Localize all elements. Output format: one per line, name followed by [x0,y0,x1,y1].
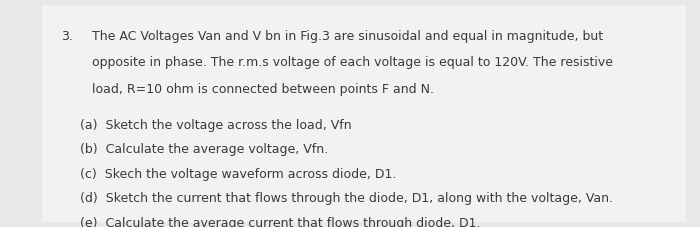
Text: (e)  Calculate the average current that flows through diode, D1.: (e) Calculate the average current that f… [80,217,481,227]
Text: load, R=10 ohm is connected between points F and N.: load, R=10 ohm is connected between poin… [92,83,435,96]
Text: (b)  Calculate the average voltage, Vfn.: (b) Calculate the average voltage, Vfn. [80,143,328,156]
Text: (a)  Sketch the voltage across the load, Vfn: (a) Sketch the voltage across the load, … [80,119,352,132]
Text: opposite in phase. The r.m.s voltage of each voltage is equal to 120V. The resis: opposite in phase. The r.m.s voltage of … [92,56,613,69]
Text: 3.: 3. [61,30,73,42]
Text: The AC Voltages Van and V bn in Fig.3 are sinusoidal and equal in magnitude, but: The AC Voltages Van and V bn in Fig.3 ar… [92,30,603,42]
Text: (d)  Sketch the current that flows through the diode, D1, along with the voltage: (d) Sketch the current that flows throug… [80,192,613,205]
Text: (c)  Skech the voltage waveform across diode, D1.: (c) Skech the voltage waveform across di… [80,168,397,181]
